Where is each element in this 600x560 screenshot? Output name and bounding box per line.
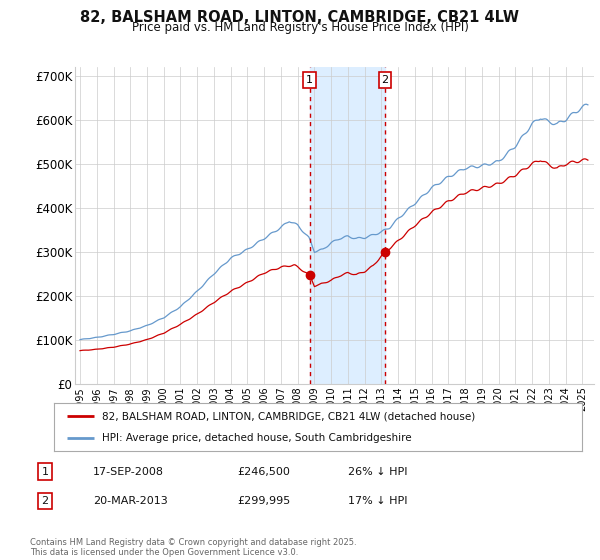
Text: HPI: Average price, detached house, South Cambridgeshire: HPI: Average price, detached house, Sout… bbox=[101, 433, 411, 443]
Text: £246,500: £246,500 bbox=[237, 466, 290, 477]
Text: 1: 1 bbox=[41, 466, 49, 477]
Text: 17-SEP-2008: 17-SEP-2008 bbox=[93, 466, 164, 477]
Text: 2: 2 bbox=[41, 496, 49, 506]
Text: 82, BALSHAM ROAD, LINTON, CAMBRIDGE, CB21 4LW: 82, BALSHAM ROAD, LINTON, CAMBRIDGE, CB2… bbox=[80, 10, 520, 25]
Text: 20-MAR-2013: 20-MAR-2013 bbox=[93, 496, 168, 506]
Text: Contains HM Land Registry data © Crown copyright and database right 2025.
This d: Contains HM Land Registry data © Crown c… bbox=[30, 538, 356, 557]
Text: 82, BALSHAM ROAD, LINTON, CAMBRIDGE, CB21 4LW (detached house): 82, BALSHAM ROAD, LINTON, CAMBRIDGE, CB2… bbox=[101, 411, 475, 421]
Text: 2: 2 bbox=[382, 75, 389, 85]
Text: 1: 1 bbox=[306, 75, 313, 85]
Bar bbox=[310, 67, 385, 384]
Text: 26% ↓ HPI: 26% ↓ HPI bbox=[348, 466, 407, 477]
Text: 17% ↓ HPI: 17% ↓ HPI bbox=[348, 496, 407, 506]
Text: £299,995: £299,995 bbox=[237, 496, 290, 506]
Text: Price paid vs. HM Land Registry's House Price Index (HPI): Price paid vs. HM Land Registry's House … bbox=[131, 21, 469, 34]
